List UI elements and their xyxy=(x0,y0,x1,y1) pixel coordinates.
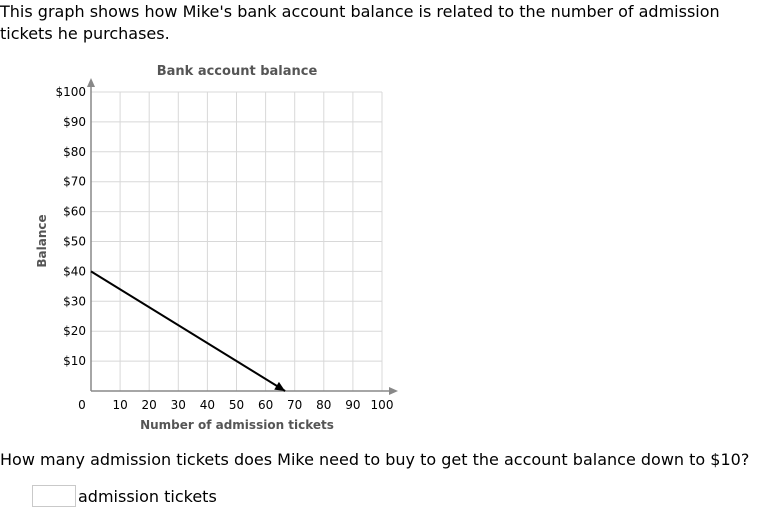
x-tick-label: 20 xyxy=(142,398,157,412)
x-tick-label: 80 xyxy=(316,398,331,412)
bank-balance-chart: Bank account balance $10$20$30$40$50$60$… xyxy=(35,64,398,432)
answer-unit-label: admission tickets xyxy=(78,487,217,506)
y-axis-label: Balance xyxy=(35,214,49,267)
x-tick-label: 90 xyxy=(345,398,360,412)
y-tick-label: $100 xyxy=(55,85,86,99)
x-tick-label: 70 xyxy=(287,398,302,412)
y-tick-label: $60 xyxy=(63,205,86,219)
question-prompt: How many admission tickets does Mike nee… xyxy=(0,450,750,469)
y-axis-arrow xyxy=(87,78,95,87)
y-tick-label: $30 xyxy=(63,294,86,308)
y-tick-label: $90 xyxy=(63,115,86,129)
x-axis-label: Number of admission tickets xyxy=(140,418,334,432)
series-arrowhead xyxy=(274,381,286,391)
y-tick-label: $10 xyxy=(63,354,86,368)
chart-grid xyxy=(91,91,383,391)
question-intro: This graph shows how Mike's bank account… xyxy=(0,2,720,43)
y-tick-label: $50 xyxy=(63,235,86,249)
y-tick-label: $40 xyxy=(63,264,86,278)
x-tick-label: 100 xyxy=(371,398,394,412)
y-tick-labels: $10 $20 $30 $40 $50 $60 $70 $80 $90 $100 xyxy=(55,85,86,368)
y-tick-label: $70 xyxy=(63,175,86,189)
origin-label: 0 xyxy=(78,398,86,412)
y-tick-label: $20 xyxy=(63,324,86,338)
x-tick-label: 40 xyxy=(200,398,215,412)
x-tick-label: 60 xyxy=(258,398,273,412)
chart-title: Bank account balance xyxy=(157,64,318,79)
x-tick-labels: 10 20 30 40 50 60 70 80 90 100 xyxy=(112,398,393,412)
chart-axes xyxy=(87,78,398,395)
x-tick-label: 30 xyxy=(171,398,186,412)
x-tick-label: 10 xyxy=(112,398,127,412)
series-line xyxy=(90,270,286,392)
answer-input[interactable] xyxy=(32,485,76,507)
chart-series xyxy=(90,270,286,392)
x-tick-label: 50 xyxy=(229,398,244,412)
x-axis-arrow xyxy=(389,387,398,395)
y-tick-label: $80 xyxy=(63,145,86,159)
